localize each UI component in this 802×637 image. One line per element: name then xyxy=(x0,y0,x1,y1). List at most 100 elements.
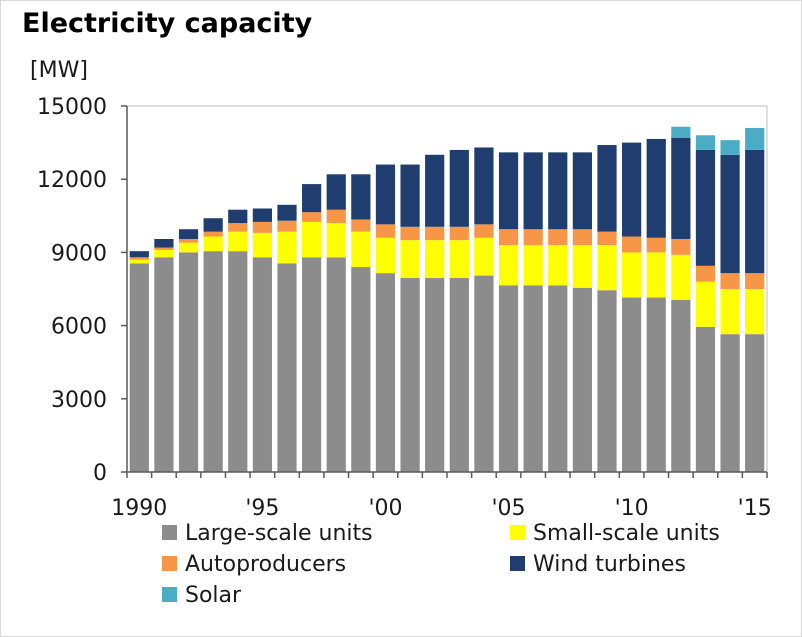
bar-segment-2001-series-0 xyxy=(400,278,420,472)
bar-segment-2001-series-2 xyxy=(400,226,420,241)
bar-segment-2013-series-1 xyxy=(695,281,716,327)
bar-segment-1998-series-0 xyxy=(326,257,346,472)
legend-swatch-0 xyxy=(162,525,177,540)
bar-segment-1992-series-3 xyxy=(178,229,199,239)
bar-segment-1991-series-2 xyxy=(154,247,174,250)
bar-segment-2013-series-3 xyxy=(695,149,716,266)
bar-segment-1997-series-1 xyxy=(302,221,322,258)
bar-segment-2006-series-1 xyxy=(523,245,543,286)
legend-swatch-3 xyxy=(510,556,525,571)
bar-segment-2015-series-1 xyxy=(745,289,765,335)
bar-segment-2009-series-0 xyxy=(597,290,617,472)
bar-segment-2000-series-2 xyxy=(375,224,396,238)
bar-segment-2003-series-2 xyxy=(449,226,469,241)
bar-segment-2012-series-2 xyxy=(671,238,691,255)
bar-segment-2000-series-3 xyxy=(375,164,396,225)
bar-segment-1997-series-0 xyxy=(302,257,322,472)
bar-segment-2001-series-3 xyxy=(400,164,420,227)
bar-segment-1997-series-2 xyxy=(302,212,322,222)
x-tick-label-2005: '05 xyxy=(492,496,526,521)
legend: Large-scale units Small-scale units Autopr… xyxy=(162,521,720,608)
y-tick-label-9000: 9000 xyxy=(51,241,107,266)
legend-label-2: Autoproducers xyxy=(185,552,346,577)
bar-segment-1996-series-2 xyxy=(277,220,297,232)
x-tick-label-2000: '00 xyxy=(368,496,402,521)
bar-segment-1996-series-0 xyxy=(277,263,297,472)
bar-segment-2005-series-0 xyxy=(498,285,519,472)
bar-segment-2008-series-3 xyxy=(572,152,592,230)
y-axis-unit: [MW] xyxy=(30,58,88,83)
bar-segment-2003-series-0 xyxy=(449,278,469,472)
bar-segment-1993-series-3 xyxy=(203,218,223,232)
bar-segment-2002-series-3 xyxy=(425,154,445,227)
bar-segment-2004-series-1 xyxy=(474,237,494,276)
bar-segment-1994-series-0 xyxy=(228,251,248,472)
bar-segment-1996-series-3 xyxy=(277,204,297,221)
bar-segment-2002-series-0 xyxy=(425,278,445,472)
bar-segment-2014-series-2 xyxy=(720,273,740,289)
bar-segment-1994-series-2 xyxy=(228,223,248,232)
bar-segment-2005-series-3 xyxy=(498,152,519,230)
bar-segment-1995-series-3 xyxy=(252,208,272,222)
bar-segment-2000-series-1 xyxy=(375,237,396,274)
y-tick-label-3000: 3000 xyxy=(51,388,107,413)
axes-group: 0 3000 6000 9000 12000 15000 1990 '95 '00 '05 '10 '… xyxy=(37,95,772,521)
bar-segment-2007-series-0 xyxy=(548,285,568,472)
bar-segment-2007-series-2 xyxy=(548,229,568,246)
bar-segment-2009-series-1 xyxy=(597,245,617,291)
legend-swatch-2 xyxy=(162,556,177,571)
bars-group xyxy=(129,126,765,472)
bar-segment-2014-series-4 xyxy=(720,140,740,155)
x-tick-label-2015: '15 xyxy=(738,496,772,521)
bar-segment-1998-series-3 xyxy=(326,174,346,210)
bar-segment-1990-series-2 xyxy=(129,257,149,260)
bar-segment-2013-series-2 xyxy=(695,265,716,282)
legend-label-3: Wind turbines xyxy=(533,552,686,577)
legend-label-0: Large-scale units xyxy=(185,521,373,546)
bar-segment-2009-series-3 xyxy=(597,145,617,232)
bar-segment-1994-series-1 xyxy=(228,231,248,252)
bar-segment-2008-series-2 xyxy=(572,229,592,246)
bar-segment-2012-series-0 xyxy=(671,299,691,472)
bar-segment-2008-series-0 xyxy=(572,287,592,472)
y-tick-label-12000: 12000 xyxy=(37,168,107,193)
legend-swatch-4 xyxy=(162,587,177,602)
bar-segment-1993-series-0 xyxy=(203,251,223,472)
bar-segment-1990-series-3 xyxy=(129,251,149,258)
bar-segment-1993-series-1 xyxy=(203,236,223,252)
bar-segment-2003-series-1 xyxy=(449,240,469,279)
bar-segment-1999-series-0 xyxy=(351,267,371,472)
bar-segment-2006-series-2 xyxy=(523,229,543,246)
bar-segment-2002-series-1 xyxy=(425,240,445,279)
bar-segment-2004-series-3 xyxy=(474,147,494,225)
legend-label-1: Small-scale units xyxy=(533,521,720,546)
x-tick-label-1995: '95 xyxy=(245,496,279,521)
bar-segment-2006-series-3 xyxy=(523,152,543,230)
bar-segment-2015-series-3 xyxy=(745,149,765,274)
bar-segment-2010-series-3 xyxy=(622,142,642,237)
x-tick-label-1990: 1990 xyxy=(111,496,167,521)
bar-segment-1992-series-0 xyxy=(178,252,199,472)
bar-segment-2010-series-2 xyxy=(622,236,642,253)
bar-segment-2005-series-1 xyxy=(498,245,519,286)
bar-segment-1998-series-2 xyxy=(326,209,346,224)
bar-segment-1990-series-1 xyxy=(129,259,149,264)
bar-segment-2007-series-1 xyxy=(548,245,568,286)
x-tick-label-2010: '10 xyxy=(615,496,649,521)
bar-segment-1990-series-0 xyxy=(129,263,149,472)
bar-segment-2011-series-2 xyxy=(646,237,666,253)
bar-segment-1994-series-3 xyxy=(228,209,248,224)
bar-segment-1999-series-2 xyxy=(351,219,371,232)
bar-segment-2014-series-3 xyxy=(720,154,740,274)
bar-segment-1999-series-3 xyxy=(351,174,371,220)
bar-segment-1992-series-2 xyxy=(178,238,199,243)
bar-segment-1991-series-3 xyxy=(154,238,174,248)
bar-segment-2013-series-4 xyxy=(695,135,716,150)
bar-segment-2012-series-4 xyxy=(671,126,691,138)
bar-segment-2011-series-0 xyxy=(646,297,666,472)
bar-segment-1991-series-0 xyxy=(154,257,174,472)
bar-segment-1995-series-2 xyxy=(252,221,272,233)
bar-segment-2013-series-0 xyxy=(695,326,716,472)
bar-segment-1993-series-2 xyxy=(203,231,223,237)
